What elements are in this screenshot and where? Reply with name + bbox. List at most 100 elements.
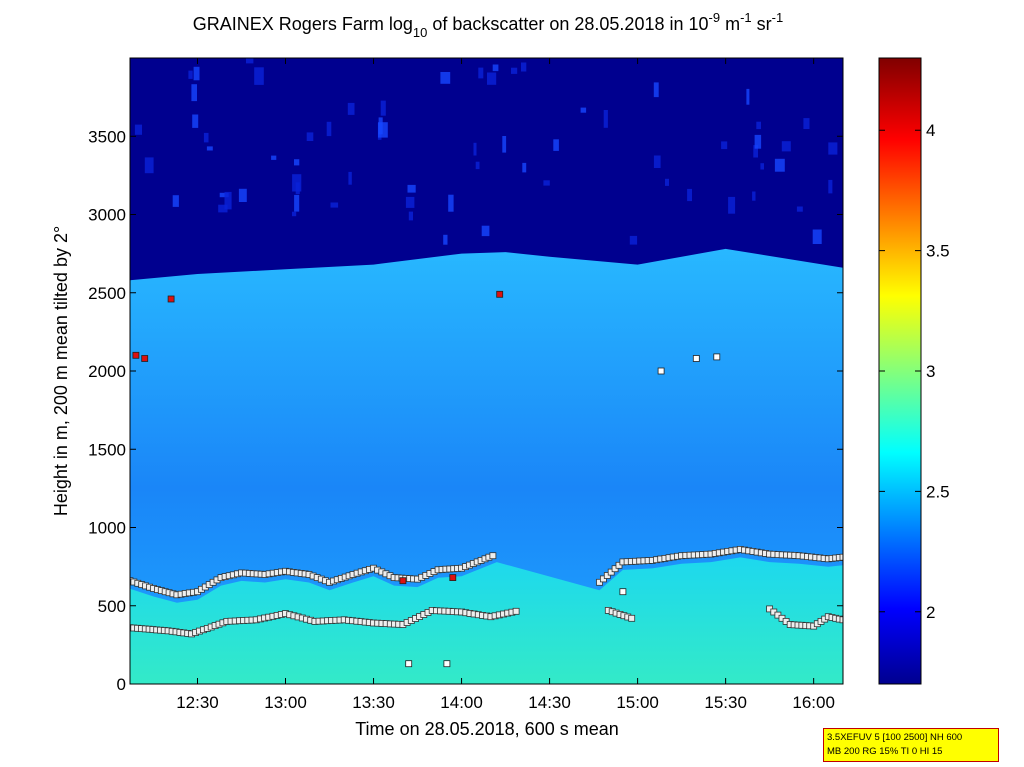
layer-marker — [132, 351, 140, 359]
y-tick-label: 1500 — [88, 440, 126, 459]
x-tick-label: 15:30 — [704, 693, 747, 712]
backscatter-speckle — [781, 141, 791, 152]
y-tick-label: 500 — [98, 597, 126, 616]
colorbar-tick-label: 2.5 — [926, 482, 950, 501]
layer-marker — [489, 552, 497, 560]
backscatter-speckle — [448, 194, 454, 212]
y-axis-label: Height in m, 200 m mean tilted by 2° — [51, 226, 71, 516]
layer-marker — [628, 614, 636, 622]
layer-marker — [619, 588, 627, 596]
backscatter-speckle — [756, 121, 761, 130]
backscatter-speckle — [653, 155, 661, 168]
layer-marker — [399, 577, 407, 585]
layer-marker — [611, 565, 619, 573]
backscatter-speckle — [746, 88, 750, 105]
backscatter-speckle — [475, 161, 480, 170]
colorbar-tick-label: 3.5 — [926, 242, 950, 261]
y-tick-label: 3000 — [88, 206, 126, 225]
colorbar-tick-label: 2 — [926, 603, 935, 622]
layer-marker — [657, 367, 665, 375]
layer-marker — [603, 572, 611, 579]
layer-marker — [839, 553, 843, 561]
backscatter-speckle — [347, 102, 355, 115]
backscatter-speckle — [487, 72, 497, 85]
backscatter-speckle — [774, 158, 785, 172]
backscatter-speckle — [407, 184, 416, 193]
backscatter-speckle — [330, 202, 339, 208]
x-axis: 12:30 13:00 13:30 14:00 14:30 15:00 15:30 16:00 — [176, 58, 835, 712]
backscatter-speckle — [172, 195, 179, 207]
backscatter-speckle — [521, 62, 527, 72]
backscatter-speckle — [224, 191, 232, 210]
surface-aerosol-layer — [130, 557, 843, 684]
backscatter-speckle — [511, 67, 518, 74]
layer-marker — [713, 353, 721, 361]
backscatter-speckle — [492, 64, 499, 72]
backscatter-speckle — [553, 139, 559, 151]
backscatter-speckle — [203, 132, 209, 143]
backscatter-speckle — [473, 142, 477, 156]
backscatter-speckle — [191, 84, 197, 102]
layer-marker — [692, 355, 700, 362]
backscatter-speckle — [478, 67, 484, 79]
backscatter-speckle — [812, 229, 822, 244]
backscatter-speckle — [193, 66, 200, 81]
backscatter-speckle — [294, 194, 300, 212]
backscatter-speckle — [218, 204, 228, 213]
backscatter-speckle — [440, 72, 451, 84]
backscatter-speckle — [580, 107, 587, 113]
backscatter-speckle — [760, 163, 764, 170]
backscatter-speckle — [687, 188, 692, 202]
x-tick-label: 14:30 — [528, 693, 571, 712]
x-tick-label: 13:30 — [352, 693, 395, 712]
backscatter-speckle — [828, 142, 838, 155]
backscatter-speckle — [378, 122, 388, 138]
backscatter-speckle — [803, 118, 810, 129]
parameter-line-2: MB 200 RG 15% TI 0 HI 15 — [827, 746, 943, 757]
parameter-box: 3.5XEFUV 5 [100 2500] NH 600 MB 200 RG 1… — [823, 728, 999, 762]
x-axis-label: Time on 28.05.2018, 600 s mean — [355, 719, 619, 739]
parameter-line-1: 3.5XEFUV 5 [100 2500] NH 600 — [827, 732, 963, 743]
y-tick-label: 3500 — [88, 127, 126, 146]
backscatter-speckle — [728, 196, 736, 214]
y-tick-label: 2000 — [88, 362, 126, 381]
y-tick-label: 0 — [117, 675, 126, 694]
backscatter-speckle — [294, 159, 300, 166]
layer-marker — [167, 295, 175, 303]
y-tick-label: 1000 — [88, 519, 126, 538]
backscatter-speckle — [326, 121, 332, 137]
backscatter-speckle — [603, 110, 608, 128]
layer-marker — [512, 607, 520, 615]
backscatter-speckle — [753, 145, 758, 158]
colorbar-tick-label: 3 — [926, 362, 935, 381]
backscatter-speckle — [754, 134, 762, 149]
x-tick-label: 15:00 — [616, 693, 659, 712]
backscatter-speckle — [796, 206, 803, 212]
plot-area — [130, 58, 843, 684]
backscatter-speckle — [543, 180, 550, 186]
colorbar-tick-label: 4 — [926, 121, 935, 140]
x-tick-label: 14:00 — [440, 693, 483, 712]
backscatter-speckle — [238, 188, 247, 202]
layer-marker — [839, 616, 843, 624]
backscatter-speckle — [188, 70, 193, 79]
backscatter-speckle — [271, 155, 277, 160]
y-tick-label: 2500 — [88, 284, 126, 303]
backscatter-speckle — [192, 114, 199, 128]
layer-height-markers — [130, 290, 843, 668]
x-tick-label: 13:00 — [264, 693, 307, 712]
backscatter-speckle — [246, 58, 254, 64]
x-tick-label: 16:00 — [792, 693, 835, 712]
backscatter-speckle — [405, 196, 415, 208]
backscatter-speckle — [408, 211, 413, 221]
layer-marker — [600, 575, 607, 583]
colorbar-ticks: 2 2.5 3 3.5 4 — [879, 121, 950, 622]
backscatter-speckle — [502, 136, 507, 153]
layer-marker — [141, 355, 149, 362]
y-axis: 0 500 1000 1500 2000 2500 3000 3500 — [88, 127, 843, 694]
backscatter-speckle — [752, 191, 756, 201]
backscatter-speckle — [380, 100, 386, 116]
backscatter-speckle — [292, 174, 302, 192]
backscatter-speckle — [828, 179, 833, 194]
